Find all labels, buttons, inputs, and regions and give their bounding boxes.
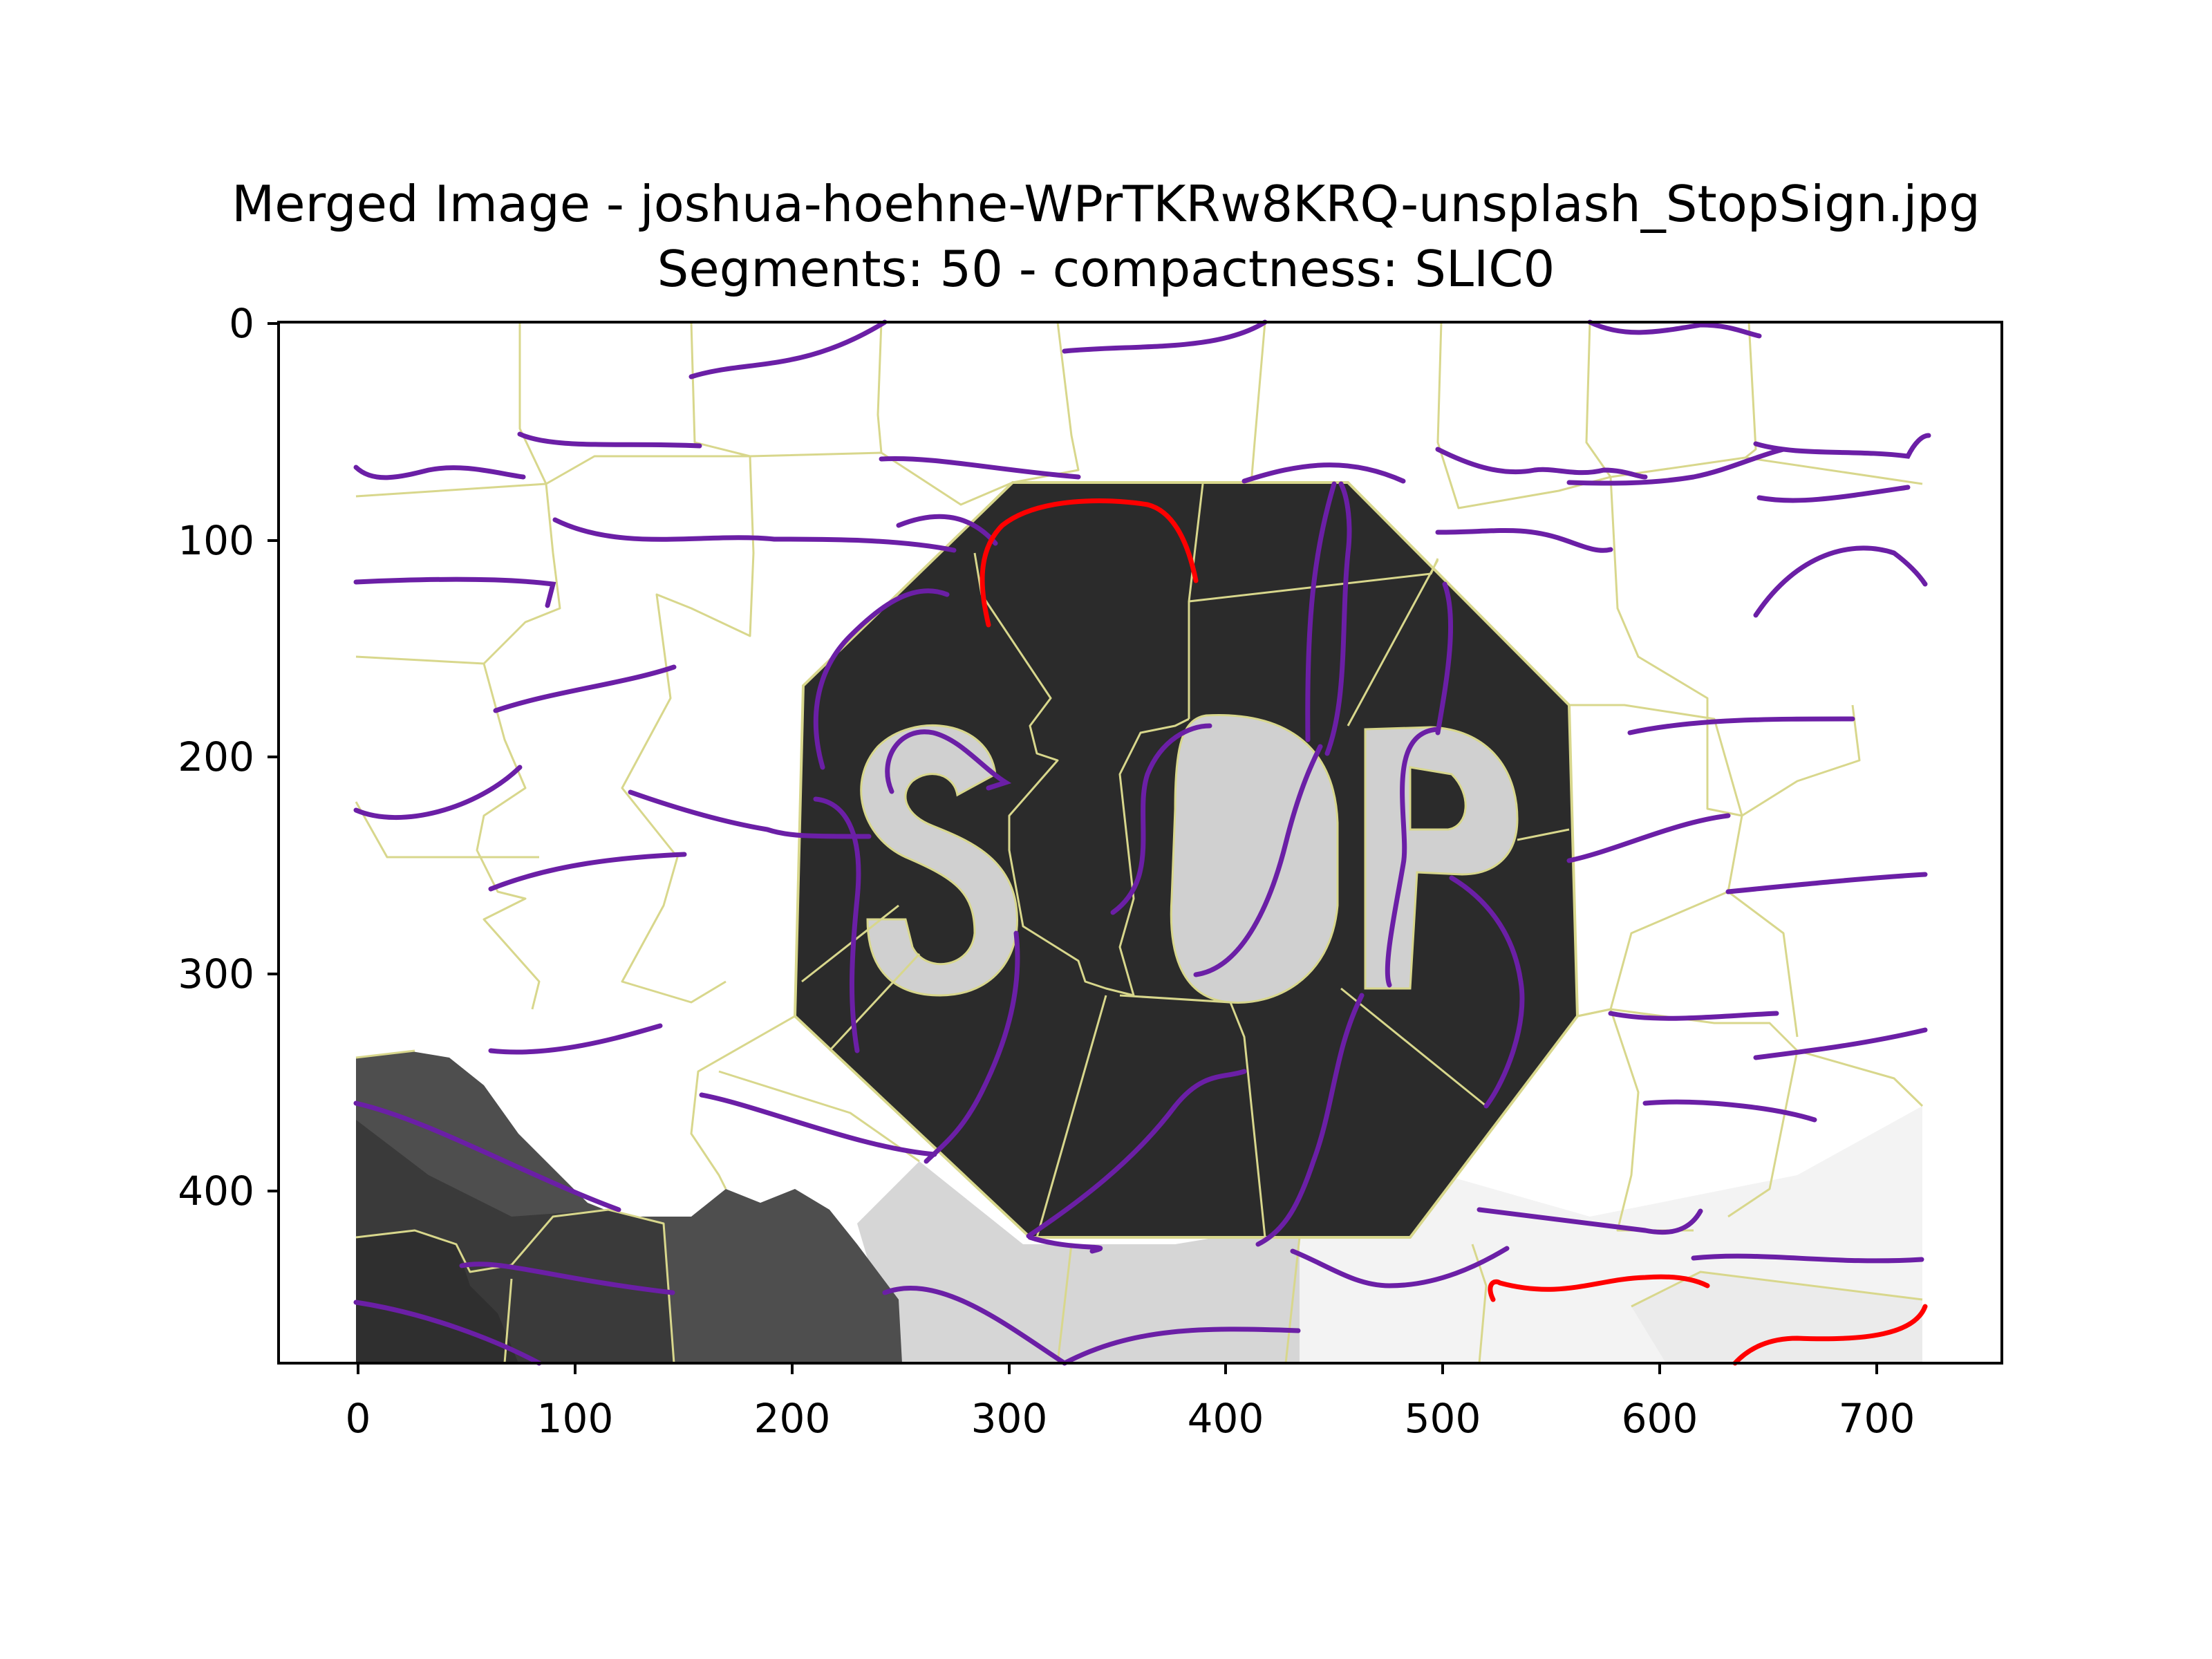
axes-frame	[277, 321, 2003, 1365]
y-tick-label: 100	[178, 517, 254, 564]
x-tick-label: 700	[1839, 1395, 1915, 1442]
ground-light-region	[857, 1161, 1300, 1363]
segment-boundaries	[355, 321, 1924, 1364]
x-tick-label: 0	[346, 1395, 371, 1442]
x-tick-label: 300	[971, 1395, 1048, 1442]
segmented-image	[355, 321, 1924, 1364]
y-tick-label: 400	[178, 1168, 254, 1215]
red-curves	[980, 498, 1928, 1366]
letter-o	[1170, 714, 1339, 1004]
rock-region-darkest	[356, 1230, 518, 1363]
figure-title: Merged Image - joshua-hoehne-WPrTKRw8KRQ…	[232, 175, 1980, 233]
x-tick-label: 100	[537, 1395, 614, 1442]
x-tick-label: 200	[754, 1395, 831, 1442]
x-tick-labels: 0 100 200 300 400 500 600 700	[346, 1395, 1915, 1442]
y-tick-label: 200	[178, 733, 254, 780]
figure-subtitle: Segments: 50 - compactness: SLIC0	[657, 240, 1555, 298]
x-tick-label: 600	[1622, 1395, 1698, 1442]
x-axis	[357, 1363, 1878, 1374]
y-tick-labels: 0 100 200 300 400	[178, 300, 254, 1215]
purple-curves	[353, 319, 1931, 1366]
letter-s	[860, 724, 1018, 997]
x-tick-label: 500	[1405, 1395, 1481, 1442]
x-tick-label: 400	[1188, 1395, 1264, 1442]
y-axis	[268, 322, 279, 1192]
y-tick-label: 0	[229, 300, 254, 347]
y-tick-label: 300	[178, 950, 254, 997]
